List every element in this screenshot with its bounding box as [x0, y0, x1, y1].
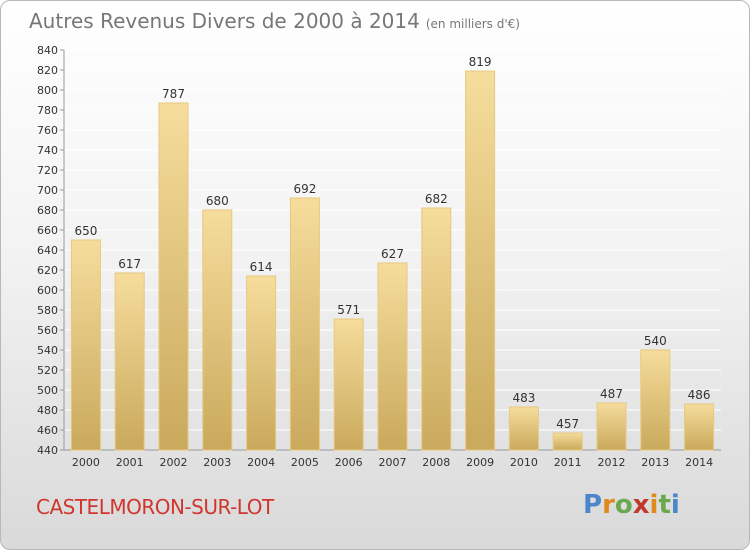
x-tick-label-2010: 2010	[510, 456, 538, 469]
x-tick-label-2007: 2007	[379, 456, 407, 469]
chart-title: Autres Revenus Divers de 2000 à 2014 (en …	[29, 9, 520, 33]
y-tick-label: 780	[37, 104, 58, 117]
bar-2001	[114, 272, 145, 451]
x-tick-label-2014: 2014	[685, 456, 713, 469]
chart-title-text: Autres Revenus Divers de 2000 à 2014	[29, 9, 420, 33]
y-tick-label: 560	[37, 324, 58, 337]
x-tick-label-2003: 2003	[203, 456, 231, 469]
bar-2008	[421, 207, 452, 451]
data-label-2000: 650	[74, 224, 97, 238]
bar-2009	[465, 70, 496, 451]
bar-2000	[70, 239, 101, 451]
y-tick-label: 440	[37, 444, 58, 457]
y-tick-label: 840	[37, 44, 58, 57]
data-label-2008: 682	[425, 192, 448, 206]
data-label-2005: 692	[293, 182, 316, 196]
bar-2005	[289, 197, 320, 451]
x-tick-label-2002: 2002	[160, 456, 188, 469]
data-label-2004: 614	[250, 260, 273, 274]
data-label-2006: 571	[337, 303, 360, 317]
y-tick-label: 660	[37, 224, 58, 237]
y-tick-label: 760	[37, 124, 58, 137]
y-tick-label: 540	[37, 344, 58, 357]
x-tick-label-2008: 2008	[422, 456, 450, 469]
y-tick-label: 680	[37, 204, 58, 217]
y-tick-label: 640	[37, 244, 58, 257]
bar-2012	[596, 402, 627, 451]
data-label-2007: 627	[381, 247, 404, 261]
bar-2013	[640, 349, 671, 451]
data-label-2010: 483	[512, 391, 535, 405]
x-tick-label-2005: 2005	[291, 456, 319, 469]
chart-subtitle: (en milliers d'€)	[425, 17, 520, 31]
data-label-2009: 819	[469, 55, 492, 69]
x-tick-label-2013: 2013	[641, 456, 669, 469]
x-tick-label-2011: 2011	[554, 456, 582, 469]
data-label-2001: 617	[118, 257, 141, 271]
bar-2003	[202, 209, 233, 451]
x-tick-label-2012: 2012	[598, 456, 626, 469]
x-tick-label-2000: 2000	[72, 456, 100, 469]
x-tick-label-2009: 2009	[466, 456, 494, 469]
bar-2011	[552, 432, 583, 451]
data-label-2014: 486	[688, 388, 711, 402]
data-label-2002: 787	[162, 87, 185, 101]
y-tick-label: 580	[37, 304, 58, 317]
y-tick-label: 800	[37, 84, 58, 97]
proxiti-logo: Proxiti	[583, 490, 680, 520]
x-tick-label-2006: 2006	[335, 456, 363, 469]
y-tick-label: 480	[37, 404, 58, 417]
bar-2014	[684, 403, 715, 451]
x-tick-label-2001: 2001	[116, 456, 144, 469]
y-tick-label: 460	[37, 424, 58, 437]
data-label-2011: 457	[556, 417, 579, 431]
bar-2007	[377, 262, 408, 451]
y-tick-label: 700	[37, 184, 58, 197]
bar-2002	[158, 102, 189, 451]
bar-2010	[508, 406, 539, 451]
data-label-2013: 540	[644, 334, 667, 348]
y-tick-label: 740	[37, 144, 58, 157]
place-name: CASTELMORON-SUR-LOT	[36, 495, 274, 519]
y-tick-label: 600	[37, 284, 58, 297]
y-tick-label: 820	[37, 64, 58, 77]
data-label-2012: 487	[600, 387, 623, 401]
bar-2006	[333, 318, 364, 451]
y-tick-label: 620	[37, 264, 58, 277]
y-tick-label: 520	[37, 364, 58, 377]
bar-2004	[246, 275, 277, 451]
x-tick-label-2004: 2004	[247, 456, 275, 469]
y-tick-label: 720	[37, 164, 58, 177]
y-tick-label: 500	[37, 384, 58, 397]
data-label-2003: 680	[206, 194, 229, 208]
